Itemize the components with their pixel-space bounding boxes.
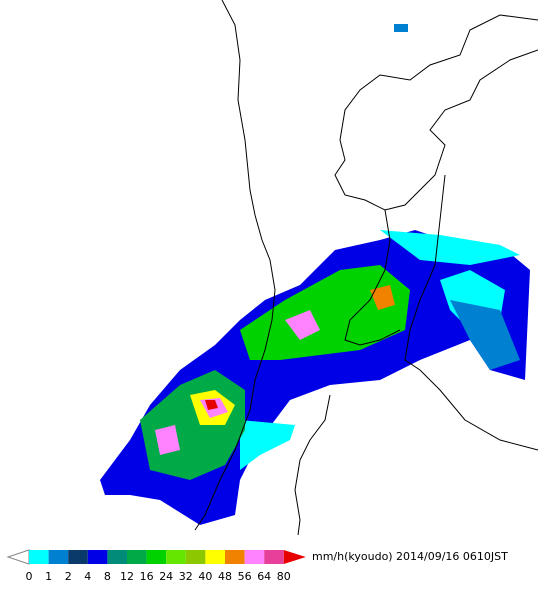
legend-swatch (107, 550, 127, 564)
legend: mm/h(kyoudo) 2014/09/16 0610JST 0 1 2 4 8 12 1… (6, 549, 508, 583)
legend-swatch (48, 550, 69, 564)
legend-tick-label: 48 (218, 570, 232, 583)
legend-tick-label: 40 (198, 570, 212, 583)
coast (194, 0, 276, 531)
legend-unit: mm/h(kyoudo) (312, 550, 393, 563)
legend-swatch (264, 550, 284, 564)
rain-light (450, 300, 520, 370)
border (344, 209, 401, 346)
legend-swatch (127, 550, 147, 564)
legend-tick-label: 64 (257, 570, 271, 583)
legend-swatch (185, 550, 206, 564)
coast (404, 174, 538, 451)
legend-arrow-high (283, 550, 306, 564)
legend-tick-label: 24 (159, 570, 173, 583)
legend-tick-label: 80 (277, 570, 291, 583)
legend-swatch (87, 550, 108, 564)
legend-swatch (29, 550, 49, 564)
timestamp: 2014/09/16 0610JST (396, 550, 508, 563)
rain-heavy (370, 285, 395, 310)
rain-light (380, 230, 520, 265)
rain-heavy (285, 310, 320, 340)
legend-swatch (244, 550, 265, 564)
coast (334, 14, 538, 211)
legend-swatch (146, 550, 167, 564)
legend-swatch (225, 550, 245, 564)
legend-swatch (205, 550, 225, 564)
legend-tick-label: 2 (65, 570, 72, 583)
legend-tick-label: 16 (140, 570, 154, 583)
legend-tick-label: 32 (179, 570, 193, 583)
rain-cell (394, 24, 408, 32)
legend-tick-label: 1 (45, 570, 52, 583)
rain-intense (205, 400, 218, 410)
coast (294, 394, 331, 536)
legend-tick-label: 8 (104, 570, 111, 583)
legend-arrow-low (6, 549, 30, 565)
rain-moderate (240, 265, 410, 360)
legend-tick-label: 12 (120, 570, 134, 583)
rain-light (240, 420, 295, 470)
legend-tick-label: 0 (26, 570, 33, 583)
rain-heavy (155, 425, 180, 455)
legend-swatch (166, 550, 186, 564)
legend-tick-label: 56 (238, 570, 252, 583)
coastlines (194, 0, 538, 536)
rain-area (100, 24, 530, 525)
legend-swatch (68, 550, 88, 564)
legend-tick-label: 4 (84, 570, 91, 583)
